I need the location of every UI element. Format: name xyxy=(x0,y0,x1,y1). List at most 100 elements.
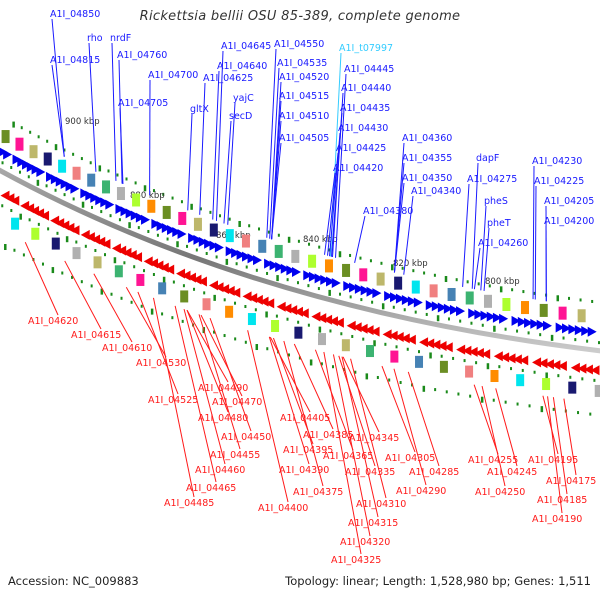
forward-gene-label[interactable]: A1I_04705 xyxy=(118,98,168,109)
forward-gene-label[interactable]: A1I_04350 xyxy=(402,173,452,184)
cog-feature-box xyxy=(1,130,10,144)
scale-tick xyxy=(486,363,490,370)
forward-gene-label[interactable]: dapF xyxy=(476,153,499,164)
reverse-gene-label[interactable]: A1I_04400 xyxy=(258,503,308,514)
scale-label: 900 kbp xyxy=(65,117,100,127)
scale-tick xyxy=(90,284,93,288)
forward-gene-arrow xyxy=(286,265,296,276)
forward-gene-label[interactable]: nrdF xyxy=(110,33,131,44)
forward-leader-line xyxy=(483,227,490,291)
reverse-gene-label[interactable]: A1I_04365 xyxy=(323,451,373,462)
reverse-gene-label[interactable]: A1I_04395 xyxy=(283,445,333,456)
scale-tick xyxy=(80,280,83,284)
reverse-gene-label[interactable]: A1I_04460 xyxy=(195,465,245,476)
reverse-gene-label[interactable]: A1I_04490 xyxy=(198,383,248,394)
forward-gene-label[interactable]: secD xyxy=(229,111,252,122)
reverse-gene-label[interactable]: A1I_04290 xyxy=(396,486,446,497)
reverse-gene-label[interactable]: A1I_04480 xyxy=(198,413,248,424)
forward-leader-line xyxy=(393,182,405,273)
forward-gene-label[interactable]: A1I_04420 xyxy=(333,163,383,174)
forward-gene-label[interactable]: A1I_04645 xyxy=(221,41,271,52)
reverse-gene-label[interactable]: A1I_04305 xyxy=(385,453,435,464)
forward-gene-label[interactable]: A1I_04340 xyxy=(411,186,461,197)
scale-tick xyxy=(498,365,501,369)
scale-tick xyxy=(190,203,193,210)
forward-gene-label[interactable]: A1I_04430 xyxy=(338,123,388,134)
reverse-gene-label[interactable]: A1I_04195 xyxy=(528,455,578,466)
reverse-gene-label[interactable]: A1I_04405 xyxy=(280,413,330,424)
forward-gene-label[interactable]: A1I_04550 xyxy=(274,39,324,50)
forward-gene-label[interactable]: A1I_04360 xyxy=(402,133,452,144)
reverse-gene-label[interactable]: A1I_04615 xyxy=(71,330,121,341)
reverse-gene-label[interactable]: A1I_04285 xyxy=(409,467,459,478)
reverse-gene-label[interactable]: A1I_04610 xyxy=(102,343,152,354)
reverse-gene-label[interactable]: A1I_04320 xyxy=(340,537,390,548)
forward-gene-label[interactable]: A1I_04515 xyxy=(279,91,329,102)
scale-tick xyxy=(318,245,321,249)
forward-gene-label[interactable]: pheT xyxy=(487,218,511,229)
forward-gene-label[interactable]: A1I_04435 xyxy=(340,103,390,114)
reverse-gene-arrow xyxy=(544,359,554,370)
reverse-gene-label[interactable]: A1I_04375 xyxy=(293,487,343,498)
scale-tick xyxy=(134,181,137,185)
forward-gene-label[interactable]: A1I_04440 xyxy=(341,83,391,94)
forward-gene-label[interactable]: A1I_04200 xyxy=(544,216,594,227)
cog-feature-box xyxy=(390,350,399,363)
reverse-gene-label[interactable]: A1I_04620 xyxy=(28,316,78,327)
forward-gene-label[interactable]: rho xyxy=(87,33,103,44)
forward-gene-arrow xyxy=(562,323,572,334)
forward-gene-label[interactable]: A1I_04535 xyxy=(277,58,327,69)
reverse-gene-label[interactable]: A1I_04190 xyxy=(532,514,582,525)
forward-gene-label[interactable]: A1I_04815 xyxy=(50,55,100,66)
scale-tick xyxy=(1,204,4,208)
forward-gene-label[interactable]: A1I_04425 xyxy=(336,143,386,154)
reverse-gene-label[interactable]: A1I_04450 xyxy=(221,432,271,443)
reverse-gene-arrow xyxy=(500,352,510,363)
gene-features xyxy=(0,130,600,397)
forward-gene-arrow xyxy=(349,282,359,293)
reverse-gene-label[interactable]: A1I_04385 xyxy=(303,430,353,441)
reverse-gene-label[interactable]: A1I_04390 xyxy=(279,465,329,476)
reverse-gene-label[interactable]: A1I_04185 xyxy=(537,495,587,506)
scale-tick xyxy=(307,284,310,288)
reverse-gene-label[interactable]: A1I_04315 xyxy=(348,518,398,529)
forward-gene-label[interactable]: A1I_04520 xyxy=(279,72,329,83)
forward-gene-label[interactable]: A1I_04230 xyxy=(532,156,582,167)
forward-gene-label[interactable]: yajC xyxy=(233,93,254,104)
reverse-gene-label[interactable]: A1I_04470 xyxy=(212,397,262,408)
reverse-gene-label[interactable]: A1I_04455 xyxy=(210,450,260,461)
forward-gene-label[interactable]: pheS xyxy=(484,196,508,207)
forward-gene-label[interactable]: A1I_04510 xyxy=(279,111,329,122)
scale-tick xyxy=(540,406,544,413)
forward-gene-label[interactable]: A1I_04505 xyxy=(279,133,329,144)
reverse-gene-label[interactable]: A1I_04525 xyxy=(148,395,198,406)
reverse-gene-label[interactable]: A1I_04530 xyxy=(136,358,186,369)
forward-gene-label[interactable]: A1I_04260 xyxy=(478,238,528,249)
forward-gene-label[interactable]: gltX xyxy=(190,104,209,115)
reverse-gene-label[interactable]: A1I_04465 xyxy=(186,483,236,494)
reverse-gene-label[interactable]: A1I_04325 xyxy=(331,555,381,566)
reverse-gene-label[interactable]: A1I_04345 xyxy=(349,433,399,444)
reverse-gene-label[interactable]: A1I_04310 xyxy=(356,499,406,510)
forward-gene-label[interactable]: A1I_04205 xyxy=(544,196,594,207)
forward-gene-label[interactable]: A1I_04445 xyxy=(344,64,394,75)
scale-tick xyxy=(445,390,448,394)
reverse-gene-label[interactable]: A1I_04245 xyxy=(487,467,537,478)
forward-gene-label[interactable]: A1I_04380 xyxy=(363,206,413,217)
forward-gene-label[interactable]: A1I_04225 xyxy=(534,176,584,187)
reverse-gene-label[interactable]: A1I_04255 xyxy=(468,455,518,466)
reverse-gene-label[interactable]: A1I_04335 xyxy=(345,467,395,478)
forward-gene-label[interactable]: A1I_04640 xyxy=(217,61,267,72)
reverse-gene-arrow xyxy=(253,294,263,305)
forward-gene-label[interactable]: A1I_04625 xyxy=(203,73,253,84)
forward-gene-label[interactable]: A1I_t07997 xyxy=(339,43,393,54)
forward-gene-label[interactable]: A1I_04760 xyxy=(117,50,167,61)
forward-gene-label[interactable]: A1I_04700 xyxy=(148,70,198,81)
forward-gene-label[interactable]: A1I_04355 xyxy=(402,153,452,164)
reverse-gene-label[interactable]: A1I_04485 xyxy=(164,498,214,509)
reverse-gene-label[interactable]: A1I_04250 xyxy=(475,487,525,498)
reverse-gene-label[interactable]: A1I_04175 xyxy=(546,476,596,487)
reverse-gene-arrow xyxy=(364,325,374,336)
forward-gene-label[interactable]: A1I_04850 xyxy=(50,9,100,20)
forward-gene-label[interactable]: A1I_04275 xyxy=(467,174,517,185)
